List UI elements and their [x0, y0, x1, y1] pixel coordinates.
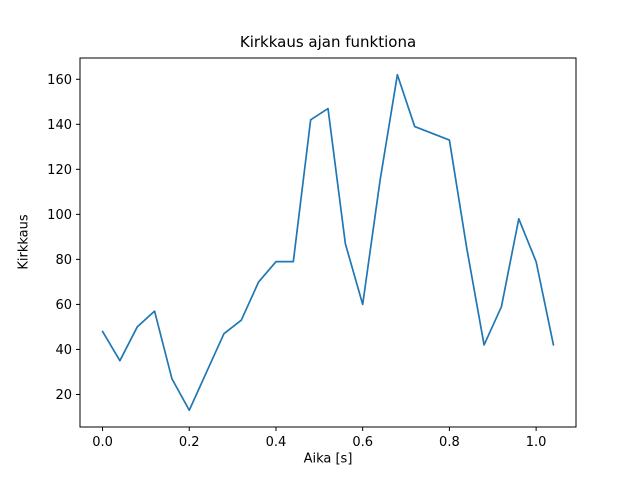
- x-tick-label: 0.2: [179, 435, 200, 450]
- chart-title: Kirkkaus ajan funktiona: [239, 33, 417, 51]
- x-tick-label: 0.4: [266, 435, 287, 450]
- y-tick-label: 80: [55, 253, 72, 268]
- x-tick-label: 1.0: [526, 435, 547, 450]
- y-tick-label: 100: [47, 208, 72, 223]
- y-tick-label: 120: [47, 163, 72, 178]
- x-axis-label: Aika [s]: [303, 451, 353, 467]
- y-tick-label: 140: [47, 118, 72, 133]
- x-tick-label: 0.6: [352, 435, 373, 450]
- axes-spines: [79, 57, 577, 428]
- y-tick-label: 160: [47, 73, 72, 88]
- y-tick-label: 20: [55, 388, 72, 403]
- x-tick-label: 0.0: [92, 435, 113, 450]
- data-line: [101, 73, 555, 412]
- x-tick-label: 0.8: [439, 435, 460, 450]
- y-tick-label: 40: [55, 343, 72, 358]
- y-tick-label: 60: [55, 298, 72, 313]
